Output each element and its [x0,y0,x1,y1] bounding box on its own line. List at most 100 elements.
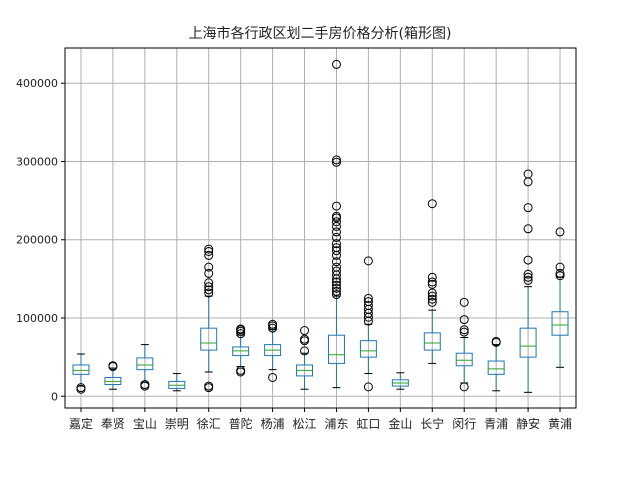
flier-point [76,383,86,393]
flier-point [204,278,214,288]
y-tick-label: 400000 [16,77,58,90]
iqr-box [327,334,345,364]
flier-point [555,262,565,272]
flier-point [331,262,341,272]
axis-layer: 0 100000 200000 300000 400000 嘉定 奉贤 宝山 崇明 徐汇 普陀 杨浦松… [16,77,572,431]
flier-point [331,283,341,293]
y-tick-label: 100000 [16,312,58,325]
flier-point [331,277,341,287]
flier-point [331,217,341,227]
box-静安 [519,169,537,393]
flier-point [204,262,214,272]
box-普陀 [232,324,250,377]
plot-frame [64,47,577,409]
iqr-box [72,364,90,375]
x-tick-label: 金山 [388,416,412,431]
flier-point [459,327,469,337]
x-tick-label: 松江 [293,417,317,431]
flier-point [459,325,469,335]
flier-point [204,285,214,295]
flier-point [363,256,373,266]
box-长宁 [423,199,441,364]
box-虹口 [359,256,377,392]
flier-point [204,246,214,256]
flier-point [140,380,150,390]
flier-point [459,315,469,325]
flier-point [204,268,214,278]
flier-point [523,169,533,179]
x-tick-label: 浦东 [324,417,348,431]
flier-point [491,336,501,346]
flier-point [427,199,437,209]
flier-point [300,326,310,336]
flier-point [427,272,437,282]
iqr-box [136,357,154,371]
flier-point [236,329,246,339]
box-宝山 [136,344,154,391]
flier-point [236,365,246,375]
iqr-box [519,327,537,358]
flier-point [331,227,341,237]
x-tick-label: 黄浦 [548,417,572,431]
flier-point [427,279,437,289]
flier-point [363,297,373,307]
flier-point [427,288,437,298]
x-tick-label: 宝山 [133,417,157,431]
box-黄浦 [551,227,569,368]
flier-point [331,243,341,253]
flier-point [331,257,341,267]
flier-point [268,319,278,329]
flier-point [108,361,118,371]
x-tick-label: 闵行 [452,416,476,431]
flier-point [268,323,278,333]
flier-point [555,271,565,281]
flier-point [523,224,533,234]
flier-point [523,275,533,285]
box-松江 [296,326,314,390]
flier-point [236,324,246,334]
box-layer [72,59,569,394]
iqr-box [423,332,441,351]
flier-point [204,250,214,260]
flier-point [427,294,437,304]
box-青浦 [487,336,505,392]
box-崇明 [168,373,186,392]
flier-point [459,297,469,307]
flier-point [427,297,437,307]
flier-point [204,244,214,254]
y-tick-label: 0 [51,390,58,403]
iqr-box [200,327,218,351]
y-tick-label: 300000 [16,155,58,168]
flier-point [427,291,437,301]
flier-point [331,239,341,249]
flier-point [331,157,341,167]
flier-point [300,346,310,356]
flier-point [523,203,533,213]
flier-point [331,280,341,290]
flier-point [331,232,341,242]
iqr-box [551,311,569,336]
box-杨浦 [264,319,282,382]
y-tick-label: 200000 [16,234,58,247]
x-tick-label: 虹口 [356,417,380,431]
chart-title: 上海市各行政区划二手房价格分析(箱形图) [189,25,452,42]
flier-point [268,372,278,382]
box-浦东 [327,59,345,389]
x-tick-label: 长宁 [420,416,444,431]
box-闵行 [455,297,473,392]
flier-point [523,269,533,279]
flier-point [331,201,341,211]
flier-point [331,59,341,69]
flier-point [331,266,341,276]
x-tick-label: 青浦 [484,417,508,431]
box-徐汇 [200,244,218,393]
flier-point [555,268,565,278]
flier-point [363,382,373,392]
x-tick-label: 崇明 [165,417,189,431]
flier-point [555,227,565,237]
flier-point [363,293,373,303]
flier-point [331,246,341,256]
iqr-box [487,360,505,375]
flier-point [331,286,341,296]
